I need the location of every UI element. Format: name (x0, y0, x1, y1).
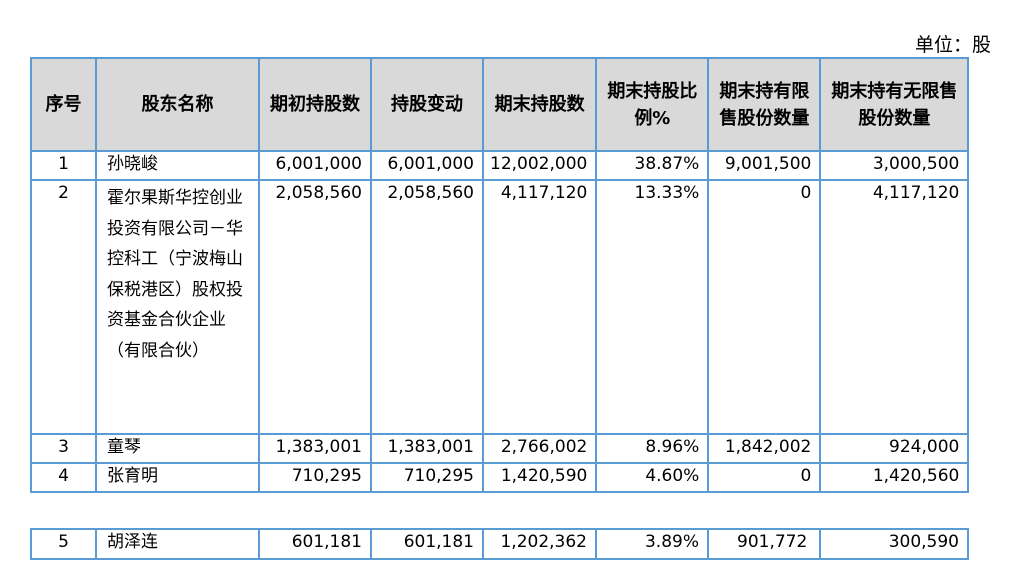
cell-initial: 6,001,000 (258, 150, 372, 181)
header-unrestricted: 期末持有无限售股份数量 (819, 57, 970, 152)
cell-end: 4,117,120 (481, 179, 598, 435)
header-initial: 期初持股数 (258, 57, 372, 152)
cell-end: 1,202,362 (482, 528, 597, 560)
cell-ratio: 8.96% (595, 433, 710, 464)
header-row: 序号 股东名称 期初持股数 持股变动 期末持股数 期末持股比例% 期末持有限售股… (30, 57, 970, 152)
cell-idx: 5 (30, 528, 97, 560)
table-row: 1 孙晓峻 6,001,000 6,001,000 12,002,000 38.… (30, 150, 970, 181)
cell-initial: 601,181 (258, 528, 372, 560)
cell-initial: 710,295 (258, 462, 372, 493)
unit-label: 单位：股 (914, 34, 991, 56)
header-change: 持股变动 (370, 57, 484, 152)
table-row: 2 霍尔果斯华控创业投资有限公司－华控科工（宁波梅山保税港区）股权投资基金合伙企… (30, 179, 970, 435)
cell-name: 孙晓峻 (95, 150, 260, 181)
cell-name: 胡泽连 (95, 528, 260, 560)
header-name: 股东名称 (95, 57, 260, 152)
cell-restricted: 901,772 (707, 528, 821, 560)
cell-name: 童琴 (95, 433, 260, 464)
cell-initial: 1,383,001 (258, 433, 372, 464)
cell-unrestricted: 1,420,560 (819, 462, 970, 493)
cell-name: 张育明 (95, 462, 260, 493)
shareholder-table-continued: 5 胡泽连 601,181 601,181 1,202,362 3.89% 90… (30, 528, 969, 560)
cell-unrestricted: 4,117,120 (819, 179, 970, 435)
cell-restricted: 9,001,500 (707, 150, 822, 181)
cell-change: 6,001,000 (370, 150, 484, 181)
cell-restricted: 0 (707, 462, 822, 493)
table-row: 5 胡泽连 601,181 601,181 1,202,362 3.89% 90… (30, 528, 969, 560)
header-restricted: 期末持有限售股份数量 (707, 57, 822, 152)
cell-change: 2,058,560 (370, 179, 484, 435)
cell-unrestricted: 3,000,500 (819, 150, 970, 181)
cell-initial: 2,058,560 (258, 179, 372, 435)
cell-change: 1,383,001 (370, 433, 484, 464)
header-ratio: 期末持股比例% (595, 57, 710, 152)
header-idx: 序号 (30, 57, 97, 152)
cell-idx: 3 (30, 433, 97, 464)
table-row: 4 张育明 710,295 710,295 1,420,590 4.60% 0 … (30, 462, 970, 493)
cell-unrestricted: 924,000 (819, 433, 970, 464)
cell-change: 710,295 (370, 462, 484, 493)
table-row: 3 童琴 1,383,001 1,383,001 2,766,002 8.96%… (30, 433, 970, 464)
cell-end: 1,420,590 (481, 462, 598, 493)
cell-idx: 4 (30, 462, 97, 493)
cell-idx: 2 (30, 179, 97, 435)
cell-unrestricted: 300,590 (819, 528, 969, 560)
cell-ratio: 4.60% (595, 462, 710, 493)
cell-change: 601,181 (370, 528, 484, 560)
cell-end: 12,002,000 (481, 150, 598, 181)
cell-idx: 1 (30, 150, 97, 181)
shareholder-table: 序号 股东名称 期初持股数 持股变动 期末持股数 期末持股比例% 期末持有限售股… (30, 57, 970, 493)
cell-name: 霍尔果斯华控创业投资有限公司－华控科工（宁波梅山保税港区）股权投资基金合伙企业（… (95, 179, 260, 435)
cell-ratio: 13.33% (595, 179, 710, 435)
cell-ratio: 3.89% (595, 528, 709, 560)
cell-restricted: 0 (707, 179, 822, 435)
cell-ratio: 38.87% (595, 150, 710, 181)
header-end: 期末持股数 (481, 57, 598, 152)
cell-end: 2,766,002 (481, 433, 598, 464)
cell-restricted: 1,842,002 (707, 433, 822, 464)
